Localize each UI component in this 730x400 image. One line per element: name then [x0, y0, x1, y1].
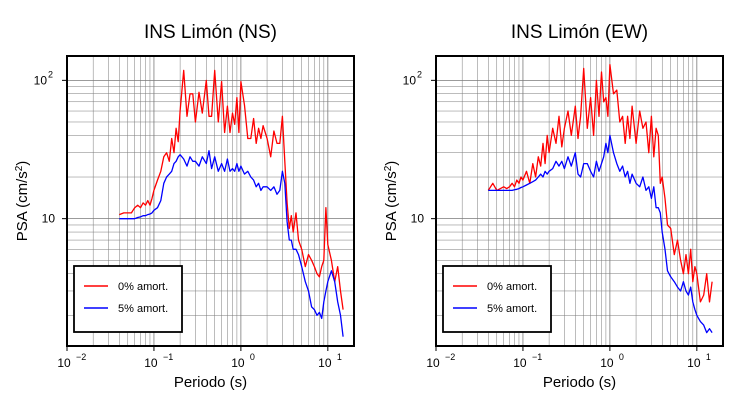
legend: 0% amort. 5% amort.	[442, 265, 552, 333]
x-tick-label: 10	[231, 356, 245, 370]
x-tick-exponent: −1	[163, 352, 173, 362]
x-tick-exponent: −2	[76, 352, 86, 362]
legend-label: 0% amort.	[118, 281, 168, 293]
legend-box	[442, 265, 552, 333]
x-tick-exponent: 0	[619, 352, 624, 362]
x-tick-label: 10	[426, 356, 440, 370]
y-tick-exponent: 2	[48, 69, 53, 79]
series-line-red	[487, 63, 713, 303]
x-tick-label: 10	[318, 356, 332, 370]
legend: 0% amort. 5% amort.	[73, 265, 183, 333]
y-axis-label: PSA (cm/s2)	[383, 161, 401, 242]
legend-label: 0% amort.	[487, 281, 537, 293]
plot-frame	[435, 55, 724, 347]
series-line-red	[119, 69, 344, 310]
y-tick-label: 10	[411, 212, 425, 226]
y-tick-exponent: 2	[417, 69, 422, 79]
x-tick-exponent: 0	[250, 352, 255, 362]
x-tick-label: 10	[144, 356, 158, 370]
series-line-blue	[119, 150, 344, 337]
y-axis-label: PSA (cm/s2)	[14, 161, 32, 242]
grid-lines	[66, 56, 355, 346]
x-tick-label: 10	[687, 356, 701, 370]
legend-label: 5% amort.	[487, 303, 537, 315]
chart-title: INS Limón (NS)	[144, 22, 277, 43]
x-tick-exponent: 1	[706, 352, 711, 362]
x-axis-label: Periodo (s)	[174, 374, 247, 391]
x-tick-exponent: −1	[532, 352, 542, 362]
series-line-blue	[488, 134, 713, 334]
y-tick-label: 10	[34, 73, 48, 87]
y-tick-label: 10	[42, 212, 56, 226]
x-tick-exponent: 1	[337, 352, 342, 362]
legend-label: 5% amort.	[118, 303, 168, 315]
y-tick-label: 10	[403, 73, 417, 87]
x-tick-label: 10	[57, 356, 71, 370]
legend-box	[73, 265, 183, 333]
plot-frame	[66, 55, 355, 347]
chart-title: INS Limón (EW)	[511, 22, 648, 43]
x-tick-exponent: −2	[445, 352, 455, 362]
x-tick-label: 10	[513, 356, 527, 370]
x-tick-label: 10	[600, 356, 614, 370]
x-axis-label: Periodo (s)	[543, 374, 616, 391]
